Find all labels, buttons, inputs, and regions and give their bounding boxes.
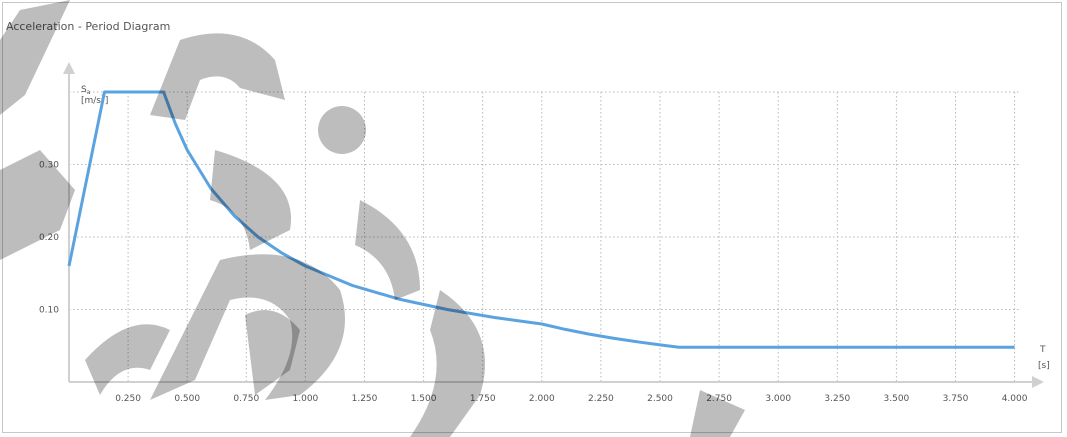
y-axis-arrow <box>63 62 75 74</box>
x-tick-label: 2.000 <box>529 394 555 404</box>
y-axis-label-main: Sa <box>81 85 91 96</box>
x-axis-arrow <box>1032 376 1044 388</box>
chart-title: Acceleration - Period Diagram <box>6 20 171 33</box>
x-tick-label: 0.500 <box>174 394 200 404</box>
y-tick-label: 0.10 <box>39 306 59 316</box>
x-tick-label: 3.000 <box>765 394 791 404</box>
x-tick-label: 4.000 <box>1002 394 1028 404</box>
x-axis-label: T [s] <box>1038 345 1050 371</box>
grid-lines <box>69 91 1020 382</box>
x-tick-label: 3.500 <box>884 394 910 404</box>
x-tick-label: 0.750 <box>233 394 259 404</box>
watermark <box>0 0 745 437</box>
y-tick-labels: 0.10 0.20 0.30 <box>39 161 59 316</box>
y-tick-label: 0.30 <box>39 161 59 171</box>
x-tick-label: 2.750 <box>706 394 732 404</box>
axes <box>63 62 1044 388</box>
y-tick-label: 0.20 <box>39 233 59 243</box>
x-tick-label: 2.250 <box>588 394 614 404</box>
chart-frame <box>2 2 1062 433</box>
spectrum-line <box>67 90 1015 349</box>
x-tick-label: 1.250 <box>352 394 378 404</box>
x-axis-label-text: T <box>1039 345 1046 355</box>
x-tick-label: 1.000 <box>293 394 319 404</box>
data-series <box>67 90 1015 349</box>
x-tick-label: 3.750 <box>943 394 969 404</box>
x-tick-labels: 0.250 0.500 0.750 1.000 1.250 1.500 1.750 2.000… <box>115 394 1028 404</box>
x-tick-label: 3.250 <box>824 394 850 404</box>
x-tick-label: 1.750 <box>470 394 496 404</box>
x-axis-unit: [s] <box>1038 361 1050 371</box>
x-tick-label: 0.250 <box>115 394 141 404</box>
x-tick-label: 2.500 <box>647 394 673 404</box>
x-tick-label: 1.500 <box>411 394 437 404</box>
